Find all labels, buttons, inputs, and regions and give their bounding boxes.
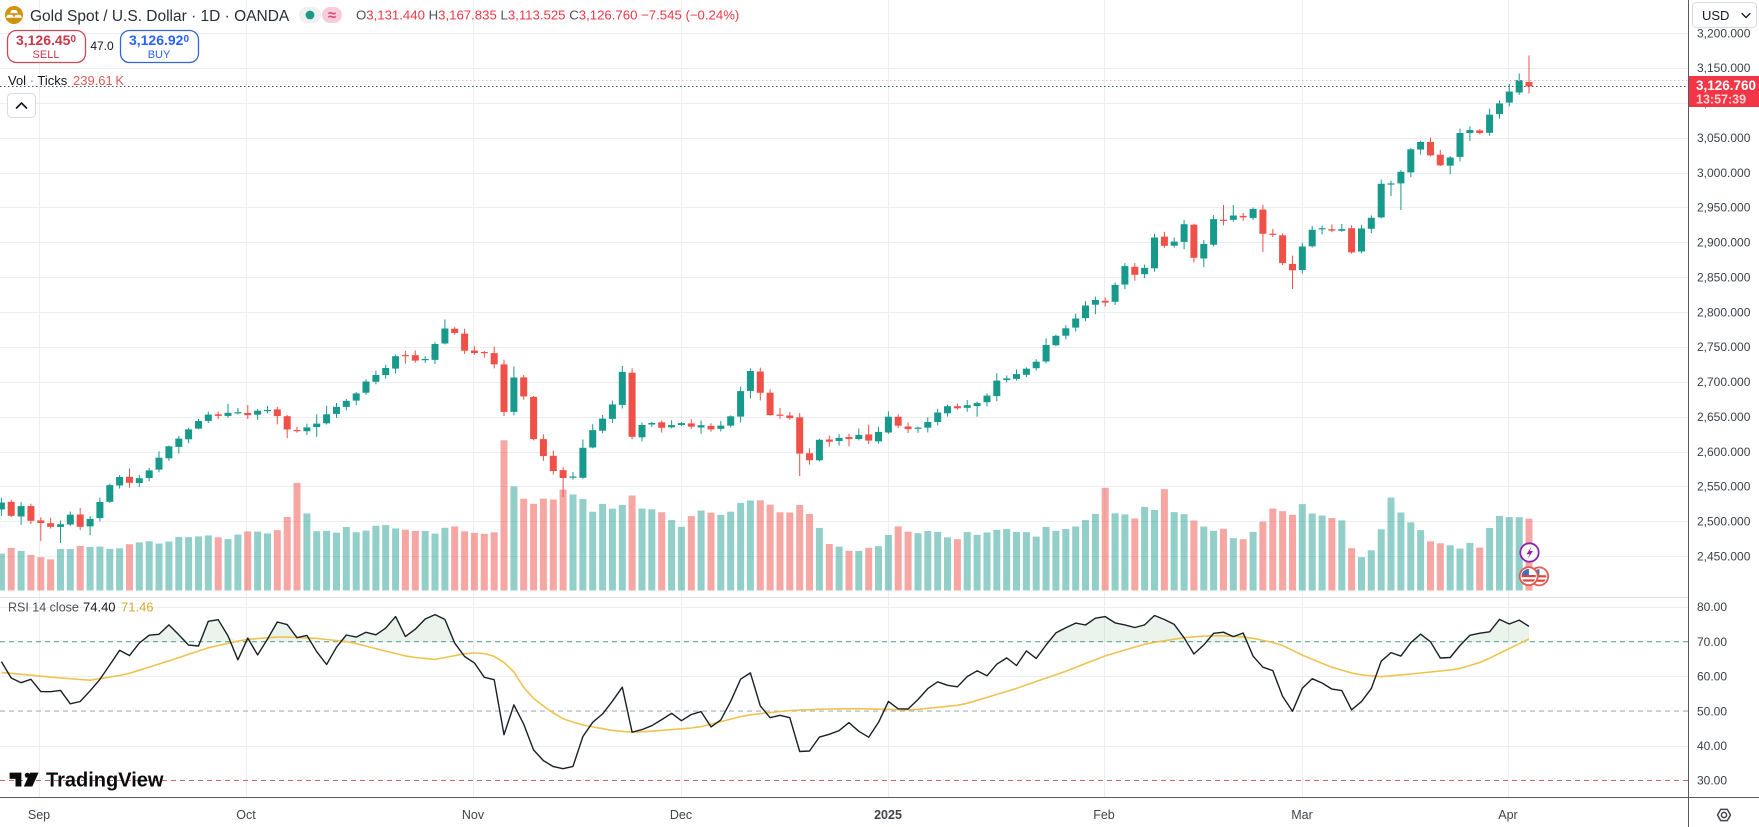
svg-text:80.00: 80.00 — [1697, 600, 1727, 614]
svg-text:Dec: Dec — [670, 808, 692, 822]
svg-text:3,126.920: 3,126.920 — [129, 32, 190, 48]
svg-text:3,200.000: 3,200.000 — [1697, 26, 1751, 40]
svg-text:3,000.000: 3,000.000 — [1697, 166, 1751, 180]
svg-text:2,550.000: 2,550.000 — [1697, 480, 1751, 494]
svg-text:3,126.450: 3,126.450 — [16, 32, 77, 48]
svg-text:USD: USD — [1702, 8, 1729, 23]
svg-text:70.00: 70.00 — [1697, 635, 1727, 649]
svg-text:2,850.000: 2,850.000 — [1697, 270, 1751, 284]
svg-text:Mar: Mar — [1291, 808, 1313, 822]
svg-text:Oct: Oct — [236, 808, 256, 822]
svg-text:60.00: 60.00 — [1697, 670, 1727, 684]
svg-text:Vol · Ticks: Vol · Ticks — [8, 73, 68, 88]
svg-text:3,150.000: 3,150.000 — [1697, 61, 1751, 75]
svg-text:BUY: BUY — [148, 49, 171, 61]
svg-text:2,650.000: 2,650.000 — [1697, 410, 1751, 424]
svg-text:Gold Spot / U.S. Dollar · 1D ·: Gold Spot / U.S. Dollar · 1D · OANDA — [30, 8, 290, 25]
svg-text:≈: ≈ — [328, 7, 336, 24]
svg-text:SELL: SELL — [33, 49, 60, 61]
svg-text:TradingView: TradingView — [46, 770, 164, 792]
svg-text:O3,131.440 H3,167.835 L3,113.5: O3,131.440 H3,167.835 L3,113.525 C3,126.… — [356, 8, 739, 23]
svg-text:239.61 K: 239.61 K — [73, 73, 124, 88]
svg-text:2,700.000: 2,700.000 — [1697, 375, 1751, 389]
svg-text:30.00: 30.00 — [1697, 774, 1727, 788]
svg-text:50.00: 50.00 — [1697, 704, 1727, 718]
svg-text:2,950.000: 2,950.000 — [1697, 201, 1751, 215]
svg-text:Nov: Nov — [462, 808, 485, 822]
svg-text:Apr: Apr — [1498, 808, 1517, 822]
svg-text:2,450.000: 2,450.000 — [1697, 549, 1751, 563]
svg-text:RSI 14 close: RSI 14 close — [8, 601, 79, 615]
svg-text:47.0: 47.0 — [90, 39, 114, 53]
svg-text:13:57:39: 13:57:39 — [1696, 93, 1746, 107]
svg-text:2,900.000: 2,900.000 — [1697, 236, 1751, 250]
svg-text:2,800.000: 2,800.000 — [1697, 305, 1751, 319]
svg-text:40.00: 40.00 — [1697, 739, 1727, 753]
svg-text:Sep: Sep — [28, 808, 50, 822]
svg-text:3,126.760: 3,126.760 — [1696, 78, 1756, 93]
svg-text:2025: 2025 — [874, 808, 902, 822]
svg-text:Feb: Feb — [1093, 808, 1115, 822]
svg-text:2,600.000: 2,600.000 — [1697, 445, 1751, 459]
svg-text:2,750.000: 2,750.000 — [1697, 340, 1751, 354]
svg-text:3,050.000: 3,050.000 — [1697, 131, 1751, 145]
svg-text:2,500.000: 2,500.000 — [1697, 515, 1751, 529]
svg-text:74.40: 74.40 — [83, 600, 116, 615]
svg-text:71.46: 71.46 — [121, 600, 154, 615]
